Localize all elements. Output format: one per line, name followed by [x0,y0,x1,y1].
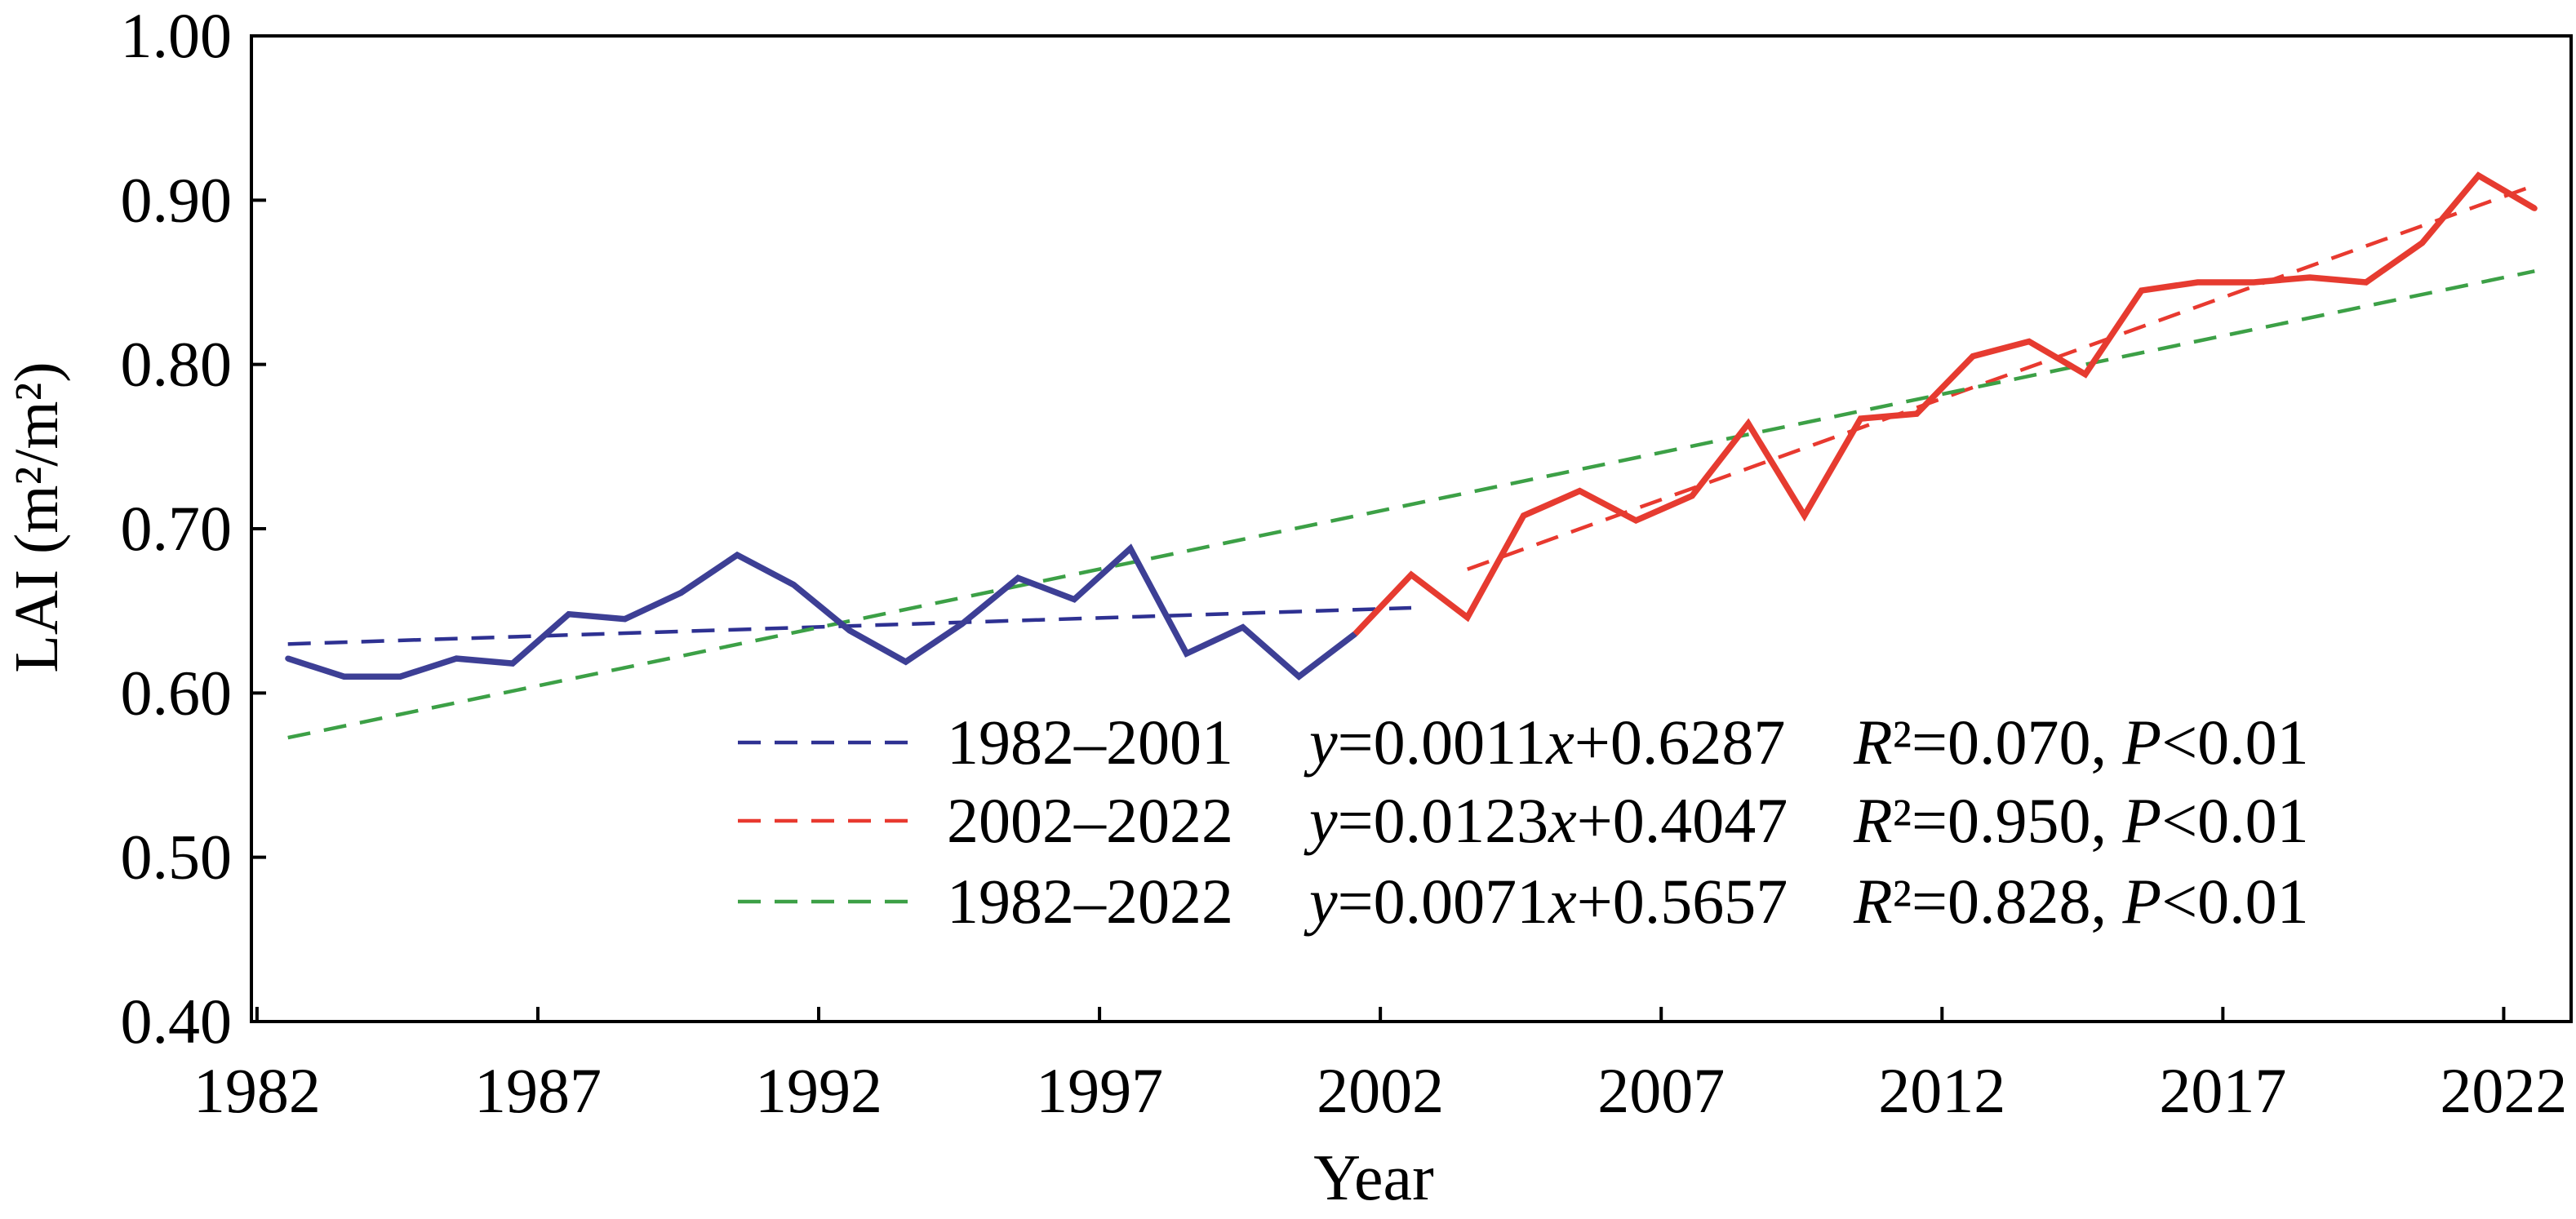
data-point-1994 [958,621,965,627]
data-point-1989 [677,590,684,596]
y-tick-label-0-50: 0.50 [121,822,233,893]
x-tick-label-1992: 1992 [755,1055,882,1126]
legend-item-2002-2022: 2002–2022 y=0.0123x+0.4047 R²=0.950, P<0… [738,785,2309,856]
data-point-2000 [1295,673,1302,680]
legend-equation: y=0.0071x+0.5657 [1304,866,1788,937]
legend-equation: y=0.0011x+0.6287 [1304,707,1785,778]
data-point-1997 [1127,545,1134,552]
data-point-2018 [2307,274,2313,281]
y-tick-label-0-40: 0.40 [121,986,233,1057]
x-tick-label-1987: 1987 [474,1055,602,1126]
data-point-1999 [1240,624,1246,631]
data-point-1990 [734,552,740,558]
legend-item-1982-2001: 1982–2001 y=0.0011x+0.6287 R²=0.070, P<0… [738,707,2309,778]
lai-series-points-1 [285,545,1358,680]
lai-series-points-2 [1408,172,2538,621]
x-tick-label-2007: 2007 [1597,1055,1725,1126]
trend-line-1982-2001 [287,605,1412,646]
trend-line-2002-2022 [1467,184,2536,571]
legend-label: 1982–2001 [947,707,1233,778]
x-tick-label-1997: 1997 [1036,1055,1163,1126]
data-point-2008 [1745,420,1752,427]
plot-frame [250,34,2573,1023]
lai-series-line-2 [1352,171,2537,636]
y-tick-label-1-00: 1.00 [121,0,233,71]
x-tick-label-2017: 2017 [2159,1055,2286,1126]
legend: 1982–2001 y=0.0011x+0.6287 R²=0.070, P<0… [738,707,2309,937]
data-point-2015 [2139,287,2145,294]
data-point-1995 [1015,574,1021,581]
data-point-1982 [285,655,291,662]
legend-equation: y=0.0123x+0.4047 [1304,785,1788,856]
x-tick-label-2002: 2002 [1317,1055,1444,1126]
lai-series [285,171,2538,681]
y-tick-label-0-90: 0.90 [121,164,233,235]
y-tick-label-0-60: 0.60 [121,657,233,728]
legend-item-1982-2022: 1982–2022 y=0.0071x+0.5657 R²=0.828, P<0… [738,866,2309,937]
data-point-1991 [790,581,797,587]
legend-stats: R²=0.950, P<0.01 [1853,785,2309,856]
data-point-1988 [622,616,628,623]
data-point-2005 [1576,488,1583,494]
data-point-2022 [2531,205,2538,211]
data-point-1987 [566,611,572,618]
data-point-1984 [397,673,403,680]
legend-label: 1982–2022 [947,866,1233,937]
data-point-2013 [2026,338,2032,344]
data-point-2002 [1408,571,1415,578]
x-tick-label-2012: 2012 [1878,1055,2005,1126]
data-point-2014 [2082,371,2089,378]
y-tick-label-0-70: 0.70 [121,493,233,564]
data-point-2007 [1689,493,1695,499]
data-point-2006 [1632,517,1639,524]
data-point-2010 [1858,415,1864,422]
x-tick-labels: 1982 1987 1992 1997 2002 2007 2012 2017 2022 [193,1055,2568,1126]
x-tick-label-2022: 2022 [2440,1055,2567,1126]
legend-stats: R²=0.828, P<0.01 [1853,866,2309,937]
data-point-2003 [1464,614,1471,621]
data-point-1983 [341,673,348,680]
trend-line-1982-2022 [287,269,2535,740]
data-point-1992 [846,627,853,634]
data-point-2017 [2250,279,2257,286]
data-point-2020 [2419,240,2426,246]
data-point-2011 [1913,410,1920,417]
data-point-1993 [903,658,909,665]
data-point-2009 [1801,512,1808,519]
data-point-1996 [1071,596,1077,603]
x-tick-label-1982: 1982 [193,1055,321,1126]
x-axis-label: Year [1313,1142,1433,1214]
data-point-2012 [1970,353,1976,360]
data-point-1998 [1184,650,1190,657]
data-point-2021 [2475,172,2481,179]
data-point-2004 [1521,512,1527,519]
y-axis-label: LAI (m²/m²) [2,361,71,672]
y-tick-label-0-80: 0.80 [121,329,233,400]
data-point-2016 [2194,279,2201,286]
y-tick-labels: 0.40 0.50 0.60 0.70 0.80 0.90 1.00 [121,0,233,1057]
legend-label: 2002–2022 [947,785,1233,856]
data-point-2019 [2363,279,2369,286]
data-point-1986 [509,660,516,667]
data-point-1985 [453,655,460,662]
legend-stats: R²=0.070, P<0.01 [1853,707,2309,778]
lai-series-line-1 [286,543,1357,681]
trend-lines [287,184,2536,740]
